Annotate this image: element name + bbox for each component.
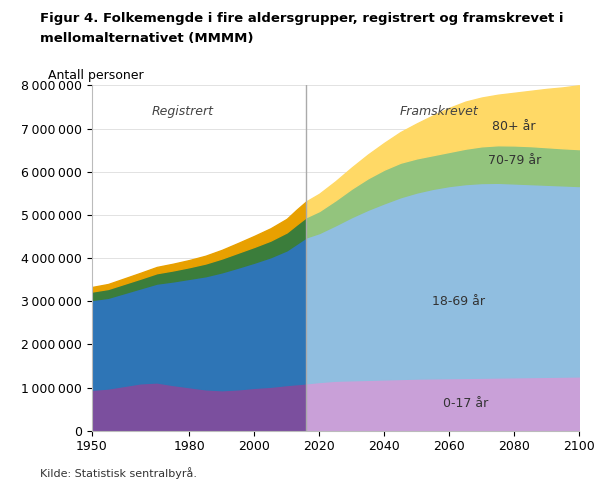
Text: mellomalternativet (MMMM): mellomalternativet (MMMM) xyxy=(40,32,253,45)
Text: Framskrevet: Framskrevet xyxy=(400,105,479,118)
Text: 70-79 år: 70-79 år xyxy=(487,155,541,167)
Text: Registrert: Registrert xyxy=(152,105,213,118)
Text: 80+ år: 80+ år xyxy=(492,120,536,133)
Text: 18-69 år: 18-69 år xyxy=(432,295,486,308)
Text: Figur 4. Folkemengde i fire aldersgrupper, registrert og framskrevet i: Figur 4. Folkemengde i fire aldersgruppe… xyxy=(40,12,563,25)
Text: 0-17 år: 0-17 år xyxy=(443,398,488,410)
Text: Antall personer: Antall personer xyxy=(48,69,143,82)
Text: Kilde: Statistisk sentralbyrå.: Kilde: Statistisk sentralbyrå. xyxy=(40,468,196,479)
